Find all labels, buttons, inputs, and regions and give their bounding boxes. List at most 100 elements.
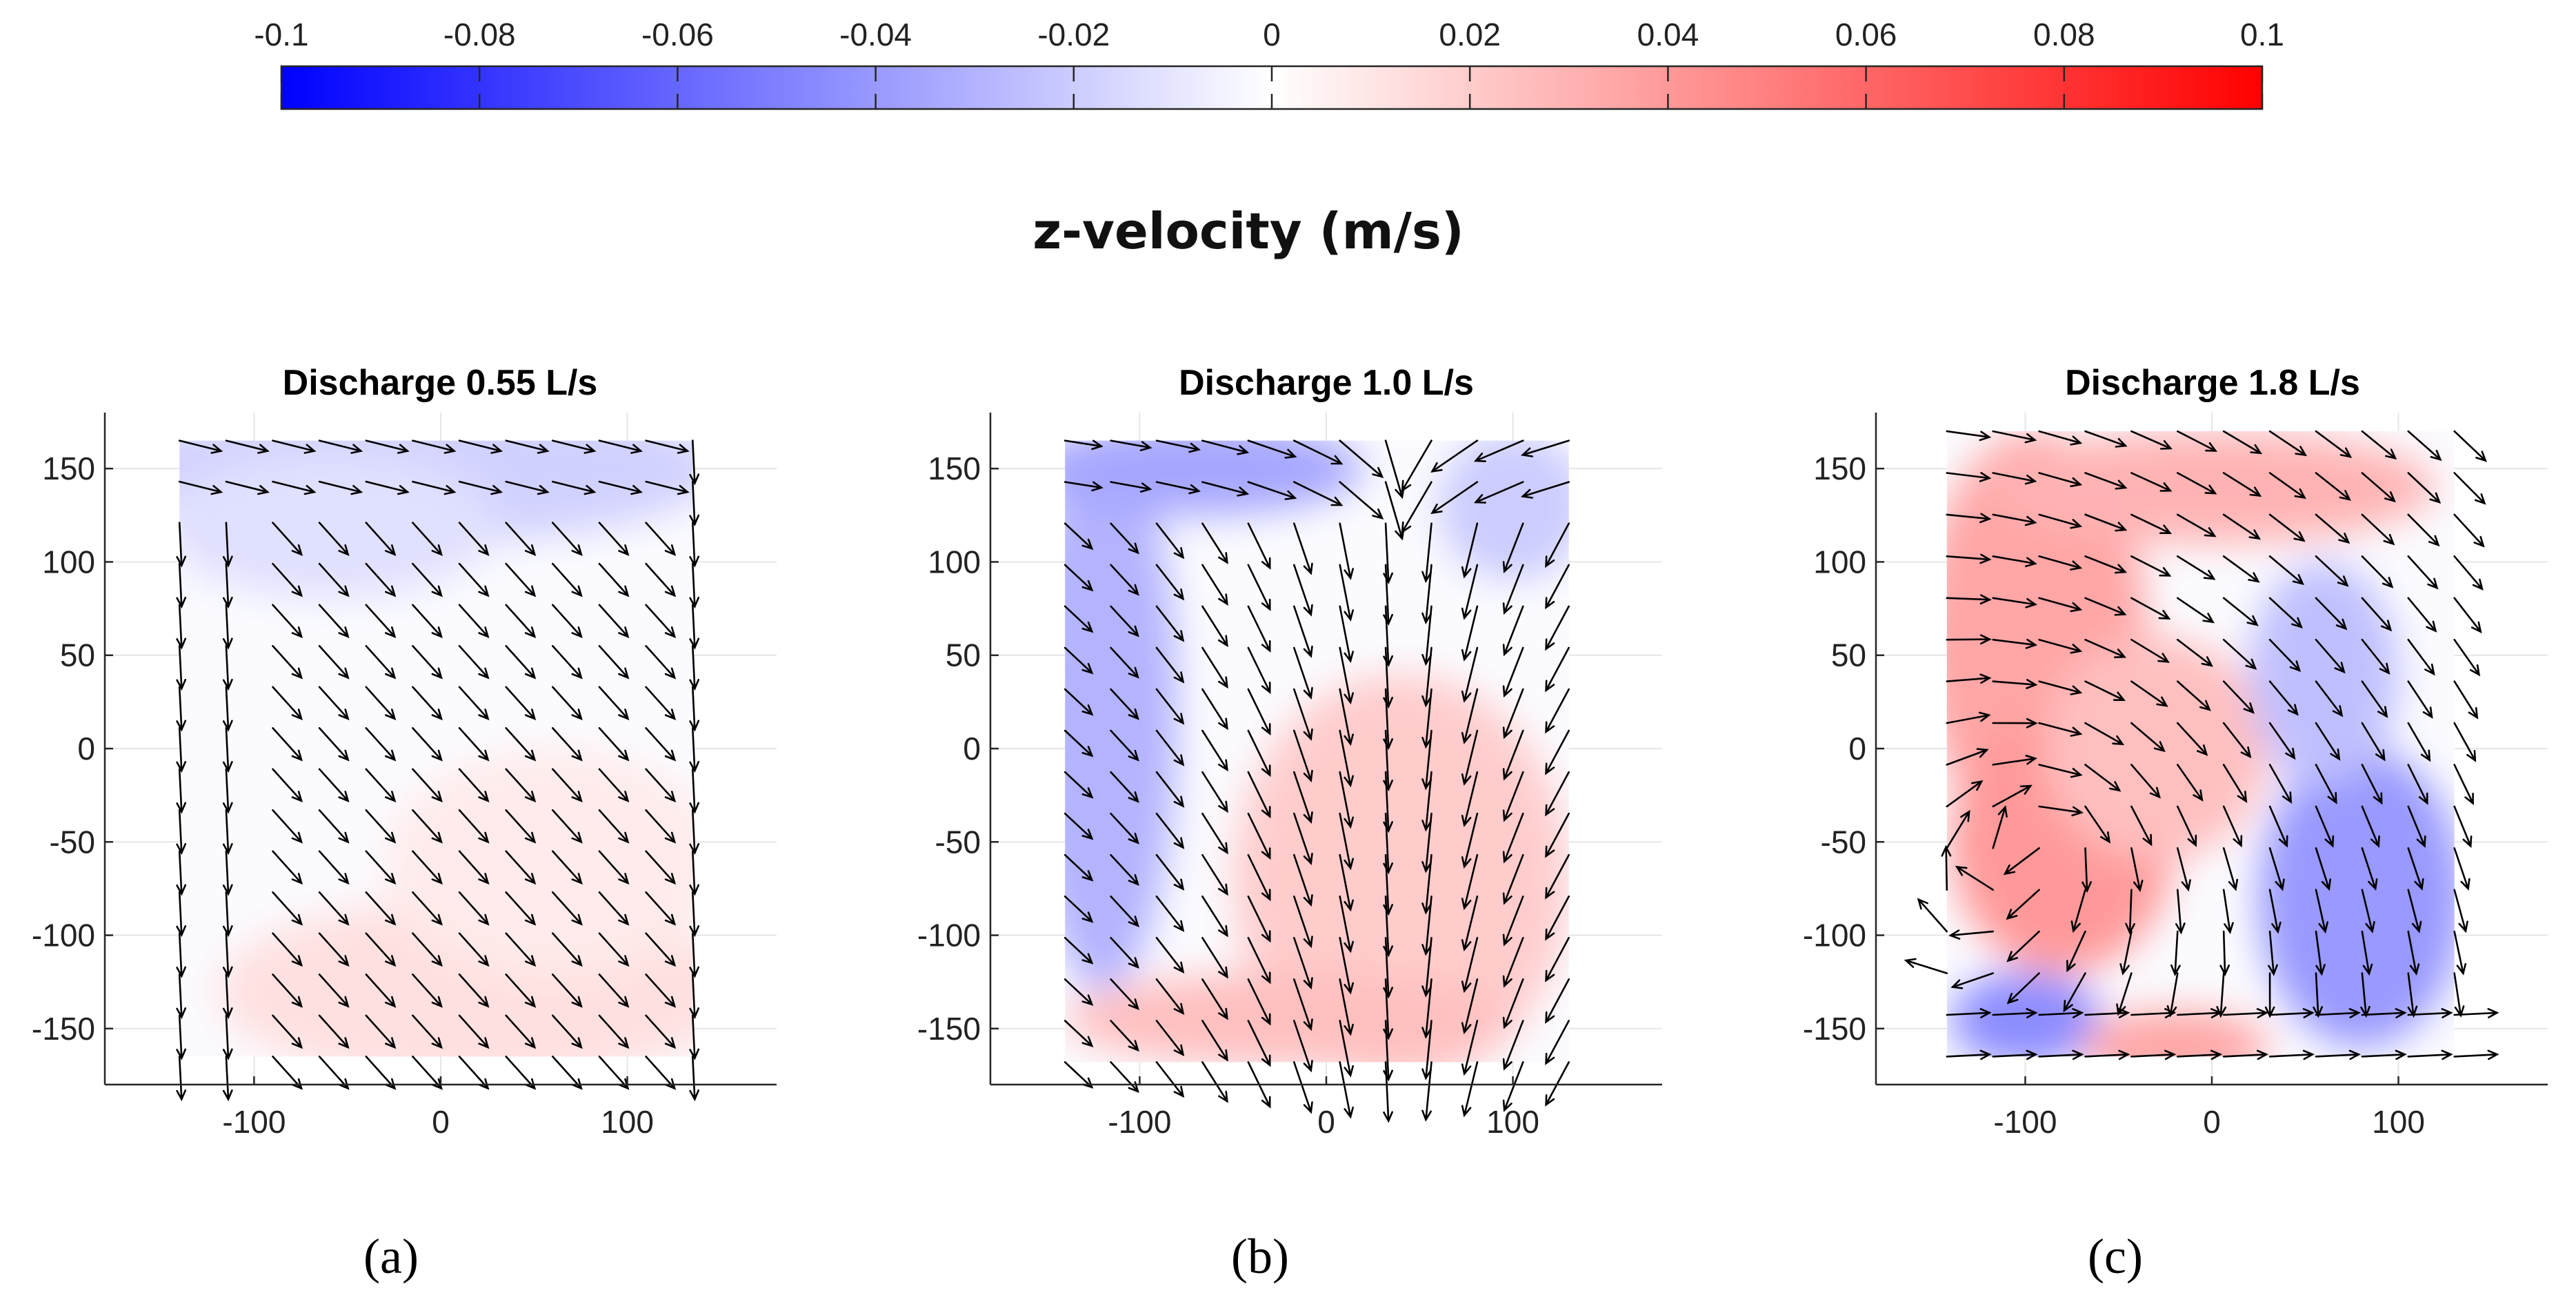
velocity-arrow (1201, 481, 1250, 497)
y-tick-label: -100 (1803, 918, 1866, 953)
y-tick-label: 100 (42, 544, 95, 580)
velocity-arrow (1383, 937, 1393, 999)
y-tick-label: 0 (1848, 731, 1866, 767)
velocity-arrow (505, 480, 550, 495)
velocity-arrow (1461, 1061, 1479, 1118)
velocity-arrow (2084, 680, 2126, 702)
velocity-arrow (1201, 937, 1228, 979)
velocity-arrow (1545, 729, 1570, 775)
velocity-arrow (505, 768, 537, 803)
velocity-arrow (505, 1056, 537, 1090)
velocity-arrow (1917, 898, 1948, 933)
velocity-arrow (2407, 764, 2428, 805)
velocity-arrow (1941, 844, 1952, 891)
y-tick-label: 150 (1813, 451, 1866, 486)
velocity-arrow (1383, 646, 1393, 709)
velocity-arrow (2268, 513, 2306, 542)
velocity-arrow (1461, 688, 1479, 744)
velocity-arrow (505, 604, 537, 639)
velocity-arrow (1247, 937, 1271, 985)
velocity-arrow (1992, 513, 2037, 526)
velocity-arrow (645, 768, 677, 803)
velocity-arrow (505, 809, 537, 844)
velocity-arrow (1293, 481, 1344, 506)
velocity-arrow (1201, 812, 1228, 855)
velocity-arrow (1992, 1049, 2038, 1060)
colorbar-tick-label: 0.06 (1835, 17, 1897, 52)
velocity-field (179, 440, 693, 1057)
velocity-arrow (318, 932, 350, 967)
velocity-arrow (2407, 1049, 2453, 1060)
velocity-arrow (1064, 481, 1104, 492)
velocity-arrow (222, 932, 233, 978)
velocity-arrow (2125, 889, 2135, 935)
velocity-arrow (2038, 430, 2083, 446)
velocity-arrow (2177, 638, 2213, 667)
velocity-arrow (1110, 688, 1139, 720)
velocity-arrow (1339, 1020, 1354, 1078)
velocity-arrow (1502, 646, 1524, 698)
velocity-arrow (222, 1056, 233, 1102)
velocity-arrow (2038, 513, 2083, 529)
velocity-arrow (1110, 896, 1139, 928)
velocity-arrow (1155, 564, 1185, 601)
velocity-arrow (689, 726, 700, 773)
velocity-arrow (2360, 972, 2370, 1018)
velocity-arrow (2268, 722, 2296, 760)
velocity-arrow (2361, 930, 2373, 976)
velocity-arrow (2361, 722, 2386, 762)
velocity-arrow (1155, 812, 1185, 849)
velocity-arrow (222, 644, 233, 691)
velocity-arrow (318, 562, 350, 597)
velocity-arrow (2177, 555, 2216, 580)
velocity-arrow (2315, 513, 2350, 544)
y-tick-label: -150 (1803, 1011, 1866, 1047)
velocity-arrow (689, 891, 700, 938)
velocity-arrow (222, 726, 233, 773)
velocity-arrow (2066, 930, 2086, 973)
velocity-arrow (2315, 680, 2344, 718)
velocity-arrow (2130, 764, 2161, 799)
velocity-arrow (645, 1056, 677, 1090)
velocity-arrow (598, 439, 643, 454)
velocity-arrow (1064, 1020, 1094, 1047)
velocity-arrow (1461, 771, 1479, 827)
velocity-arrow (1502, 522, 1524, 573)
velocity-arrow (1992, 679, 2038, 689)
velocity-arrow (1110, 564, 1139, 596)
velocity-arrow (2070, 889, 2086, 933)
velocity-arrow (1247, 771, 1271, 819)
velocity-arrow (176, 726, 187, 773)
field-region (1065, 972, 1513, 1062)
velocity-arrow (1461, 522, 1479, 579)
velocity-arrow (598, 932, 630, 967)
velocity-arrow (412, 522, 443, 556)
velocity-arrow (2407, 555, 2439, 590)
velocity-arrow (2177, 597, 2215, 624)
velocity-arrow (1155, 688, 1185, 725)
velocity-arrow (365, 604, 397, 639)
velocity-arrow (1293, 1061, 1313, 1114)
velocity-arrow (1293, 564, 1313, 617)
velocity-arrow (1155, 439, 1201, 453)
velocity-arrow (2315, 1008, 2361, 1018)
y-tick-label: 150 (928, 451, 981, 486)
field-region (2258, 749, 2455, 1047)
velocity-arrow (1201, 646, 1228, 689)
velocity-arrow (598, 686, 630, 721)
velocity-arrow (176, 686, 187, 732)
velocity-arrow (1155, 729, 1185, 767)
velocity-arrow (1293, 439, 1344, 465)
velocity-arrow (1110, 1061, 1139, 1094)
colorbar-tick-label: 0.1 (2240, 17, 2284, 52)
panel-a-title: Discharge 0.55 L/s (283, 363, 598, 403)
velocity-arrow (365, 439, 410, 454)
velocity-arrow (1461, 853, 1479, 911)
velocity-arrow (222, 604, 233, 650)
velocity-arrow (552, 686, 583, 721)
y-tick-label: 0 (77, 731, 95, 767)
velocity-arrow (1155, 522, 1185, 560)
velocity-arrow (2177, 847, 2191, 892)
velocity-arrow (2003, 847, 2040, 876)
velocity-arrow (1293, 978, 1313, 1031)
